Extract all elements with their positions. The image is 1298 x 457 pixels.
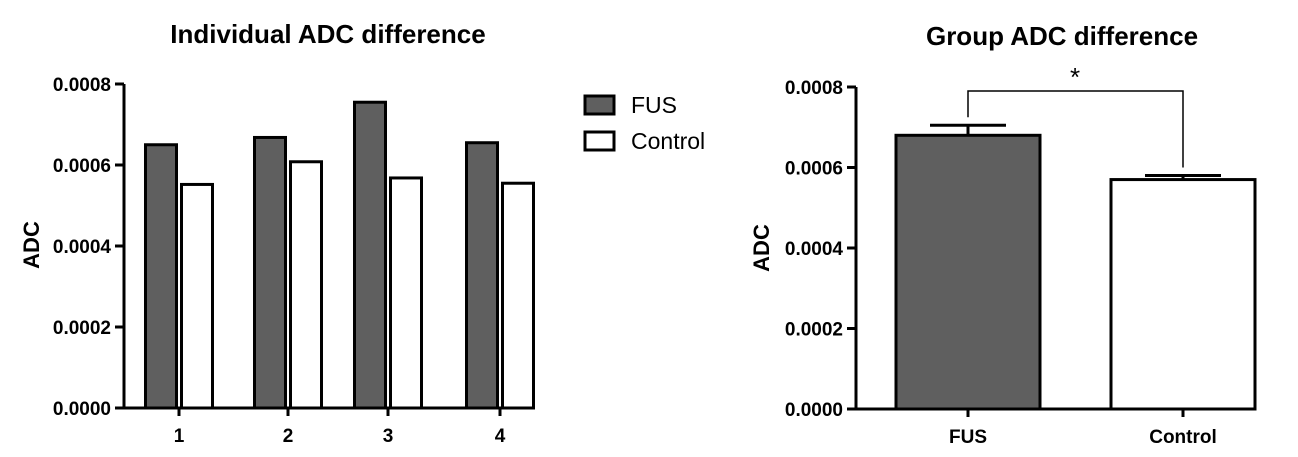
x-tick-label-2: 2 <box>283 426 294 447</box>
chart1-y-axis-label: ADC <box>19 221 44 269</box>
chart1-legend: FUS Control <box>583 92 705 154</box>
chart1-title: Individual ADC difference <box>170 19 485 49</box>
legend-label-control: Control <box>631 128 705 154</box>
legend-swatch-control <box>583 130 616 152</box>
y-tick-label: 0.0004 <box>53 237 112 258</box>
y-tick-label: 0.0008 <box>53 75 111 96</box>
chart2-title: Group ADC difference <box>926 21 1198 51</box>
bar-fus-1 <box>144 143 178 410</box>
bar-control-3 <box>389 176 423 410</box>
bar-fus-2 <box>253 135 287 410</box>
y-tick-label: 0.0002 <box>785 320 843 341</box>
bar-control <box>1109 178 1257 411</box>
legend-swatch-fus <box>583 94 616 116</box>
x-tick-label-1: 1 <box>174 426 185 447</box>
y-tick-label: 0.0004 <box>785 239 844 260</box>
chart2-bars <box>894 123 1257 411</box>
chart1-bars <box>144 100 535 410</box>
significance-bracket-line <box>967 90 1184 168</box>
legend-label-fus: FUS <box>631 92 677 118</box>
chart1-y-ticks: 0.0000 0.0002 0.0004 0.0006 0.0008 <box>53 75 124 420</box>
x-tick-label-3: 3 <box>383 426 394 447</box>
chart2-x-ticks: FUS Control <box>949 409 1217 448</box>
chart2-y-ticks: 0.0000 0.0002 0.0004 0.0006 0.0008 <box>785 78 856 421</box>
x-tick-label-4: 4 <box>495 426 506 447</box>
y-tick-label: 0.0000 <box>53 399 111 420</box>
chart1-x-ticks: 1 2 3 4 <box>174 408 506 447</box>
bar-control-4 <box>501 181 535 410</box>
individual-adc-chart: Individual ADC difference ADC 0.00000.00… <box>19 19 705 447</box>
bar-fus-3 <box>353 100 387 410</box>
chart2-y-axis-label: ADC <box>749 224 774 272</box>
y-tick-label: 0.0008 <box>785 78 843 99</box>
x-tick-label-control: Control <box>1149 427 1217 448</box>
y-tick-label: 0.0000 <box>785 400 843 421</box>
bar-control-1 <box>180 182 214 410</box>
y-tick-label: 0.0006 <box>785 159 843 180</box>
bar-fus <box>894 133 1042 411</box>
y-tick-label: 0.0002 <box>53 318 111 339</box>
y-tick-label: 0.0006 <box>53 156 111 177</box>
bar-fus-4 <box>465 141 499 410</box>
bar-control-2 <box>289 160 323 410</box>
group-adc-chart: Group ADC difference ADC 0.00000.00020.0… <box>749 21 1257 448</box>
significance-marker: * <box>1070 62 1080 92</box>
x-tick-label-fus: FUS <box>949 427 987 448</box>
significance-bracket: * <box>967 62 1184 168</box>
